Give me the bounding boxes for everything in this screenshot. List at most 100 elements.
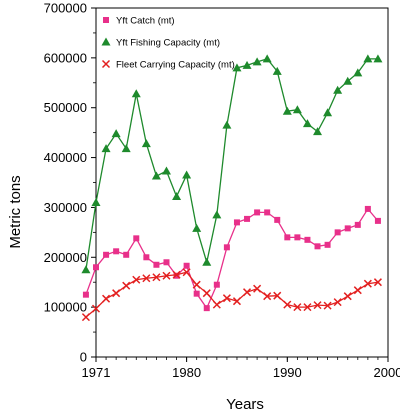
data-point — [354, 221, 361, 228]
data-point — [294, 234, 301, 241]
data-point — [212, 300, 221, 309]
data-point — [132, 275, 141, 284]
legend-label: Yft Catch (mt) — [116, 16, 175, 27]
data-point-stroke-b — [373, 278, 382, 287]
data-point — [283, 300, 292, 309]
data-point — [334, 229, 341, 236]
data-point-stroke-b — [81, 313, 90, 322]
legend: Yft Catch (mt) Yft Fishing Capacity (mt) F… — [101, 16, 235, 71]
data-point-stroke-b — [102, 294, 111, 303]
data-point — [242, 60, 252, 69]
data-point — [162, 271, 171, 280]
data-point-stroke-b — [243, 288, 252, 297]
data-point — [82, 291, 89, 298]
data-point — [223, 244, 230, 251]
data-point — [323, 301, 332, 310]
data-point — [143, 254, 150, 261]
data-point — [151, 171, 161, 180]
data-point-stroke-b — [162, 271, 171, 280]
data-point — [304, 236, 311, 243]
data-point-stroke-b — [263, 292, 272, 301]
data-point — [314, 243, 321, 250]
data-point-stroke-b — [333, 298, 342, 307]
data-point — [374, 217, 381, 224]
legend-marker — [103, 17, 109, 23]
series-layer — [81, 54, 383, 322]
data-point — [91, 197, 101, 206]
data-point-stroke-b — [122, 281, 131, 290]
data-point — [233, 219, 240, 226]
data-point — [272, 66, 282, 75]
data-point — [81, 313, 90, 322]
y-tick-label: 300000 — [44, 200, 87, 215]
data-point — [122, 281, 131, 290]
data-point-stroke-b — [182, 268, 191, 277]
y-tick-label: 700000 — [44, 1, 87, 16]
data-point — [142, 274, 151, 283]
data-point — [254, 209, 261, 216]
series-line — [85, 271, 379, 318]
data-point-stroke-b — [172, 270, 181, 279]
data-point — [253, 284, 262, 293]
data-point — [303, 303, 312, 312]
data-point — [183, 262, 190, 269]
data-point — [364, 205, 371, 212]
legend-label: Yft Fishing Capacity (mt) — [116, 38, 220, 49]
data-point — [222, 294, 231, 303]
data-point — [172, 191, 182, 200]
data-point — [213, 281, 220, 288]
data-point-stroke-b — [343, 292, 352, 301]
data-point — [161, 166, 171, 175]
data-point — [363, 279, 372, 288]
data-point-stroke-b — [222, 294, 231, 303]
data-point-stroke-b — [152, 273, 161, 282]
data-point — [313, 127, 323, 136]
data-point — [363, 54, 373, 63]
y-axis-title: Metric tons — [7, 175, 24, 248]
data-point — [343, 76, 353, 85]
data-point — [324, 241, 331, 248]
data-point — [282, 106, 292, 115]
data-point — [111, 129, 121, 138]
data-point-stroke-b — [232, 297, 241, 306]
y-axis: 0 100000 200000 300000 400000 500000 600000 700… — [44, 1, 96, 365]
data-point-stroke-b — [313, 301, 322, 310]
data-point — [131, 89, 141, 98]
data-point — [252, 57, 262, 66]
data-point-stroke-b — [363, 279, 372, 288]
data-point — [353, 286, 362, 295]
data-point — [121, 144, 131, 153]
data-point — [293, 303, 302, 312]
data-point — [264, 209, 271, 216]
y-tick-label: 200000 — [44, 250, 87, 265]
data-point — [373, 54, 383, 63]
data-point-stroke-b — [293, 303, 302, 312]
legend-marker — [101, 59, 111, 69]
data-point — [91, 304, 101, 313]
data-point-stroke-b — [323, 301, 332, 310]
data-point — [113, 248, 120, 255]
data-point — [123, 251, 130, 258]
data-point — [103, 251, 110, 258]
x-tick-label: 1990 — [273, 365, 302, 380]
y-tick-label: 0 — [80, 350, 87, 365]
series-2 — [81, 54, 383, 274]
data-point — [323, 108, 333, 117]
data-point — [222, 120, 232, 129]
legend-label: Fleet Carrying Capacity (mt) — [116, 60, 235, 71]
data-point — [81, 265, 91, 274]
data-point — [284, 234, 291, 241]
data-point — [102, 294, 111, 303]
data-point — [192, 280, 201, 289]
y-tick-label: 600000 — [44, 50, 87, 65]
data-point-stroke-b — [303, 303, 312, 312]
data-point — [274, 216, 281, 223]
data-point — [212, 210, 222, 219]
data-point — [244, 215, 251, 222]
data-point — [344, 225, 351, 232]
series-line — [85, 207, 379, 310]
data-point — [163, 259, 170, 266]
x-tick-label: 2000 — [374, 365, 400, 380]
data-point-stroke-b — [142, 274, 151, 283]
